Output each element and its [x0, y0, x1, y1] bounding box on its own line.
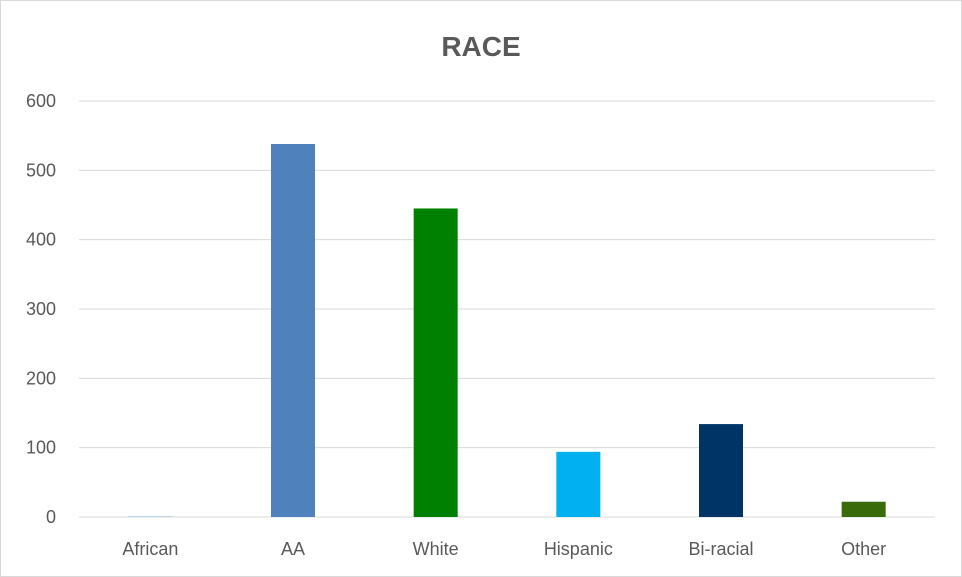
x-tick-label-hispanic: Hispanic	[544, 539, 613, 559]
y-axis-ticks: 0 100 200 300 400 500 600	[26, 91, 56, 527]
bar-african	[128, 516, 173, 517]
x-tick-label-other: Other	[841, 539, 886, 559]
y-tick-label-200: 200	[26, 368, 56, 388]
y-tick-label-600: 600	[26, 91, 56, 111]
bar-other	[841, 501, 886, 517]
x-tick-label-african: African	[122, 539, 178, 559]
x-tick-label-aa: AA	[281, 539, 305, 559]
bar-hispanic	[556, 451, 601, 517]
gridlines	[79, 100, 935, 518]
x-tick-label-bi-racial: Bi-racial	[688, 539, 753, 559]
y-tick-label-400: 400	[26, 230, 56, 250]
y-tick-label-300: 300	[26, 299, 56, 319]
bar-white	[413, 208, 458, 517]
y-tick-label-500: 500	[26, 160, 56, 180]
x-tick-label-white: White	[413, 539, 459, 559]
bar-aa	[271, 143, 315, 517]
x-axis-ticks: African AA White Hispanic Bi-racial Other	[122, 539, 886, 559]
y-tick-label-100: 100	[26, 438, 56, 458]
bars	[128, 143, 886, 517]
bar-bi-racial	[699, 424, 743, 517]
y-tick-label-0: 0	[46, 507, 56, 527]
chart-title: RACE	[441, 31, 521, 62]
